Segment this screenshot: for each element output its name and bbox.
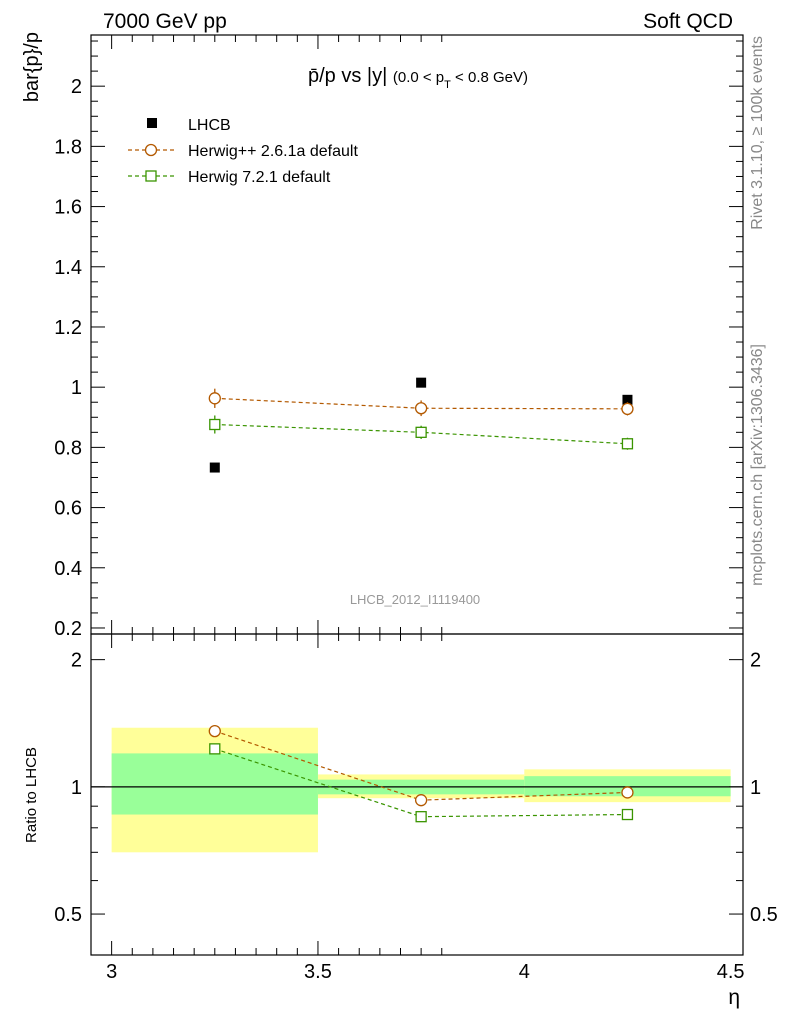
plot-title-cut-post: < 0.8 GeV) xyxy=(451,69,528,86)
y-tick-label: 1.6 xyxy=(54,197,82,219)
uncertainty-band-green-0 xyxy=(111,753,318,815)
data-point-h261-0 xyxy=(208,392,221,405)
y-tick-label: 0.2 xyxy=(54,618,82,640)
legend: LHCB Herwig++ 2.6.1a default Herwig 7.2.… xyxy=(128,117,358,186)
ratio-y-tick-label: 2 xyxy=(71,650,82,672)
ratio-plot-panel: 3 3.5 4 4.5 0.5 0.5 1 1 2 2 xyxy=(54,633,778,983)
plot-title-main: p̄/p vs |y| xyxy=(308,65,387,87)
y-tick-label: 0.6 xyxy=(54,498,82,520)
data-point-h721-2 xyxy=(621,438,634,450)
data-point-h721-1 xyxy=(415,426,427,438)
header-right: Soft QCD xyxy=(643,10,733,33)
ratio-y-tick-label: 0.5 xyxy=(54,904,82,926)
data-point-h261-2 xyxy=(621,402,634,415)
x-tick-label: 4.5 xyxy=(717,961,745,983)
legend-label-h261: Herwig++ 2.6.1a default xyxy=(188,143,358,160)
ratio-point-h261-2 xyxy=(621,786,634,799)
x-tick-label: 3 xyxy=(106,961,117,983)
y-tick-label: 1.4 xyxy=(54,257,82,279)
y-tick-label: 2 xyxy=(71,76,82,98)
y-tick-label: 1 xyxy=(71,377,82,399)
ratio-point-h261-1 xyxy=(414,794,428,807)
ratio-plot-frame xyxy=(90,633,744,956)
ratio-y-tick-label-right: 1 xyxy=(750,777,761,799)
data-point-lhcb-2 xyxy=(622,394,633,405)
x-tick-label: 3.5 xyxy=(304,961,332,983)
ratio-point-h721-2 xyxy=(621,808,634,821)
ratio-point-h261-0 xyxy=(208,724,221,738)
legend-label-lhcb: LHCB xyxy=(188,117,231,134)
ratio-point-h721-1 xyxy=(415,811,427,823)
data-point-lhcb-1 xyxy=(416,377,427,388)
ratio-y-tick-label: 1 xyxy=(71,777,82,799)
data-point-lhcb-0 xyxy=(209,462,220,473)
ratio-ylabel: Ratio to LHCB xyxy=(23,747,40,843)
legend-marker-lhcb xyxy=(147,118,157,128)
ratio-y-tick-label-right: 0.5 xyxy=(750,904,778,926)
plot-title-cut-sub: T xyxy=(444,79,451,91)
legend-marker-h721 xyxy=(145,170,157,182)
y-tick-label: 1.2 xyxy=(54,317,82,339)
rivet-label: Rivet 3.1.10, ≥ 100k events xyxy=(749,36,766,230)
plot-title-cut-pre: (0.0 < p xyxy=(393,69,444,86)
plot-title: p̄/p vs |y| (0.0 < pT < 0.8 GeV) xyxy=(308,65,528,91)
legend-marker-h261 xyxy=(144,143,158,157)
ratio-y-tick-label-right: 2 xyxy=(750,650,761,672)
data-point-h261-1 xyxy=(414,402,428,415)
y-tick-label: 0.4 xyxy=(54,558,82,580)
main-ylabel: bar{p}/p xyxy=(21,32,43,102)
ratio-point-h721-0 xyxy=(209,743,221,755)
main-plot-panel: 0.2 0.4 0.6 0.8 1 1.2 1.4 1.6 1.8 2 xyxy=(54,34,744,640)
uncertainty-band-green-2 xyxy=(524,776,731,797)
watermark: LHCB_2012_I1119400 xyxy=(350,592,480,607)
mcplots-label: mcplots.cern.ch [arXiv:1306.3436] xyxy=(749,344,766,586)
legend-label-h721: Herwig 7.2.1 default xyxy=(188,169,331,186)
y-tick-label: 1.8 xyxy=(54,136,82,158)
x-axis-label: η xyxy=(728,986,740,1009)
data-point-h721-0 xyxy=(209,418,221,431)
y-tick-label: 0.8 xyxy=(54,437,82,459)
header-left: 7000 GeV pp xyxy=(103,10,227,33)
x-tick-label: 4 xyxy=(519,961,530,983)
